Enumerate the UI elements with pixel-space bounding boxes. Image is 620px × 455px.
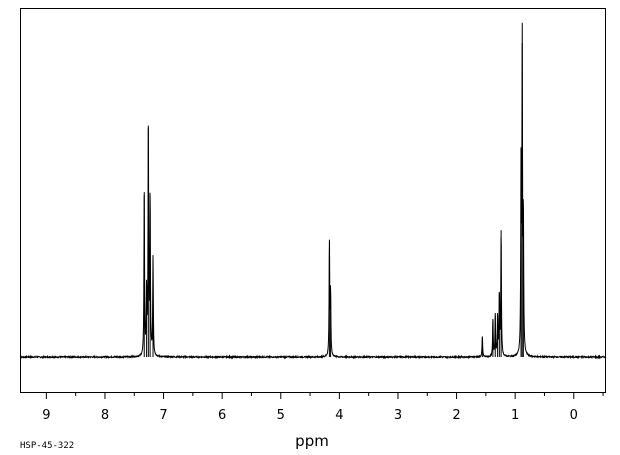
x-tick-label: 2 (452, 408, 460, 423)
spectrum-layer (19, 22, 607, 360)
x-tick-label: 9 (42, 408, 50, 423)
x-tick-label: 0 (570, 408, 578, 423)
x-tick-label: 6 (218, 408, 226, 423)
plot-frame (20, 8, 606, 393)
x-axis-ticks: 9 8 7 6 5 4 3 2 1 0 (42, 392, 604, 423)
spectrum-code-label: HSP-45-322 (20, 441, 74, 451)
x-tick-label: 5 (277, 408, 285, 423)
x-tick-label: 7 (159, 408, 167, 423)
spectrum-trace (19, 22, 607, 360)
x-tick-label: 8 (101, 408, 109, 423)
x-tick-label: 3 (394, 408, 402, 423)
x-tick-label: 4 (335, 408, 343, 423)
x-tick-label: 1 (511, 408, 519, 423)
x-axis-title: ppm (295, 432, 329, 450)
